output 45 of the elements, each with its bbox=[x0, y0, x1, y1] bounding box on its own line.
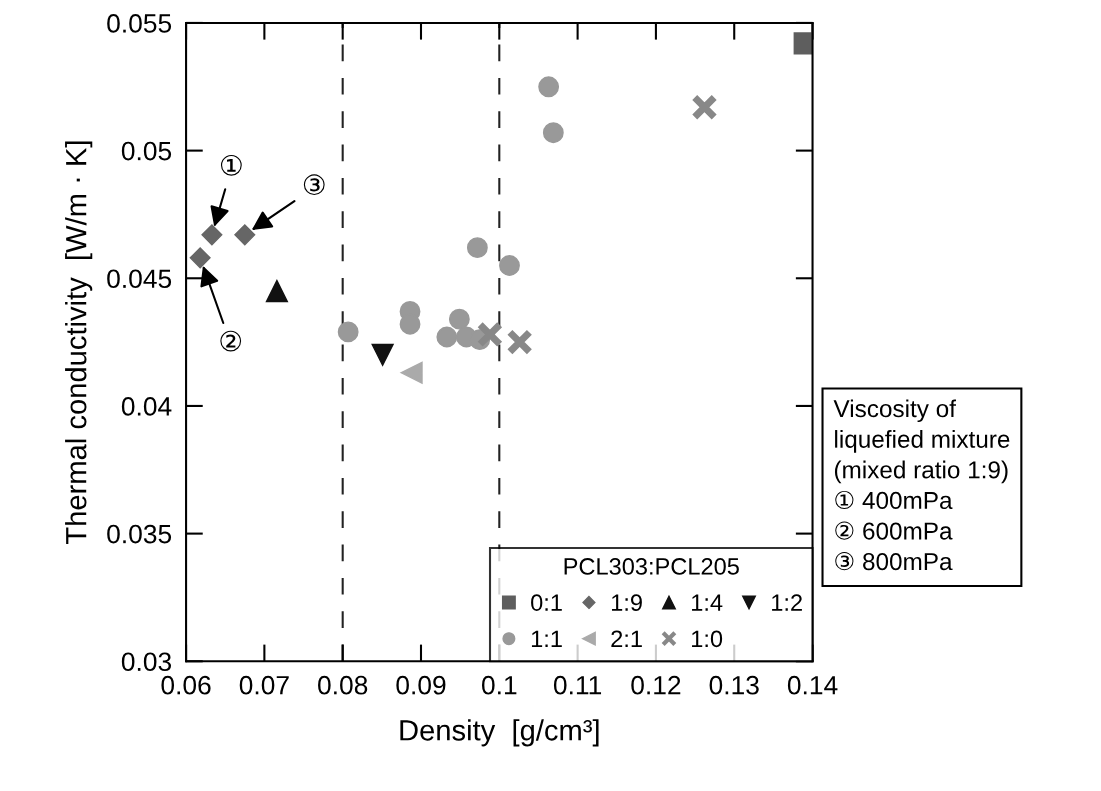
annotation: ① bbox=[220, 154, 242, 176]
legend-label: 0:1 bbox=[531, 594, 562, 611]
annotation: ② bbox=[220, 330, 242, 352]
point bbox=[265, 279, 289, 303]
y-tick-label: 0.04 bbox=[121, 397, 172, 416]
legend-label: 2:1 bbox=[611, 630, 642, 647]
legend-label: 1:1 bbox=[531, 630, 562, 647]
point bbox=[542, 122, 564, 144]
point bbox=[234, 224, 256, 246]
x-tick-label: 0.13 bbox=[709, 675, 759, 695]
legend-label: 1:4 bbox=[692, 594, 723, 611]
text: Viscosity of liquefied mixture (mixed ratio 1:9) ① 400mPa ② 600mPa ③ 800mPa bbox=[833, 399, 1010, 571]
x-tick-label: 0.12 bbox=[631, 675, 681, 695]
legend-label: 1:2 bbox=[772, 594, 802, 611]
y-tick-label: 0.035 bbox=[107, 524, 172, 544]
point bbox=[691, 94, 718, 121]
x-tick-label: 0.07 bbox=[239, 675, 289, 695]
y-tick-label: 0.03 bbox=[121, 652, 172, 672]
legend-title: PCL303:PCL205 bbox=[564, 558, 739, 575]
point bbox=[466, 237, 488, 259]
point bbox=[371, 343, 394, 366]
y-tick-label: 0.055 bbox=[107, 14, 172, 33]
legend-label: 1:0 bbox=[692, 630, 723, 648]
point bbox=[400, 361, 423, 384]
x-tick-label: 0.09 bbox=[396, 675, 446, 695]
x-tick-label: 0.06 bbox=[161, 675, 211, 695]
x-axis-title: Density [g/cm³] bbox=[400, 719, 599, 747]
point bbox=[506, 328, 533, 356]
y-tick-label: 0.045 bbox=[107, 269, 172, 289]
point bbox=[476, 321, 504, 348]
legend-label: 1:9 bbox=[611, 594, 642, 611]
x-tick-label: 0.14 bbox=[787, 675, 838, 695]
point bbox=[201, 224, 223, 246]
y-tick-label: 0.05 bbox=[121, 141, 172, 161]
point bbox=[448, 308, 470, 330]
y-axis-title: Thermal conductivity [W/m · K] bbox=[65, 141, 93, 545]
point bbox=[538, 76, 560, 98]
point bbox=[189, 247, 211, 269]
x-tick-label: 0.11 bbox=[553, 675, 602, 695]
point bbox=[499, 255, 520, 276]
point bbox=[337, 321, 359, 343]
point bbox=[436, 326, 458, 348]
x-tick-label: 0.08 bbox=[318, 675, 368, 695]
x-tick-label: 0.1 bbox=[481, 675, 517, 695]
annotation: ③ bbox=[303, 174, 325, 196]
